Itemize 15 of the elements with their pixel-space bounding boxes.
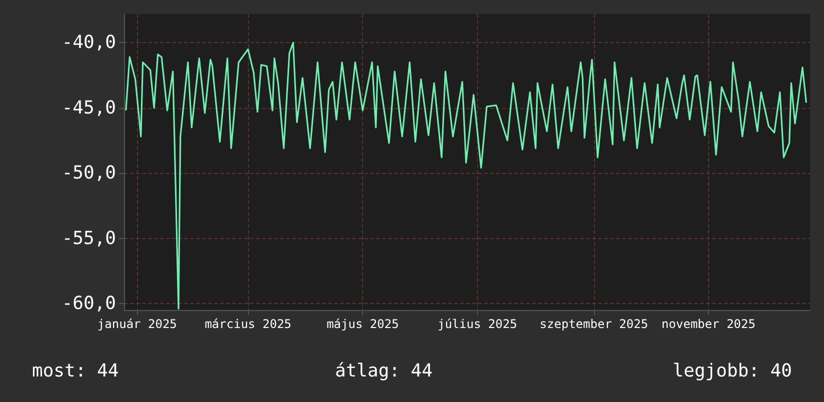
y-tick-label: -55,0 <box>62 228 116 249</box>
text: átlag: 44 <box>335 360 433 382</box>
x-tick-label: november 2025 <box>662 317 756 331</box>
x-tick-label: január 2025 <box>97 317 177 331</box>
y-tick-label: -50,0 <box>62 162 116 184</box>
x-tick-label: március 2025 <box>204 317 292 331</box>
x-tick-label: július 2025 <box>438 317 518 331</box>
y-tick-label: -45,0 <box>62 97 116 118</box>
y-tick-label: -40,0 <box>62 32 116 54</box>
text: most: 44 <box>32 360 119 382</box>
line-series <box>125 42 808 310</box>
x-tick-label: szeptember 2025 <box>540 317 648 331</box>
y-tick-label: -60,0 <box>62 292 116 314</box>
x-tick-label: május 2025 <box>326 317 399 331</box>
text: legjobb: 40 <box>672 360 792 382</box>
